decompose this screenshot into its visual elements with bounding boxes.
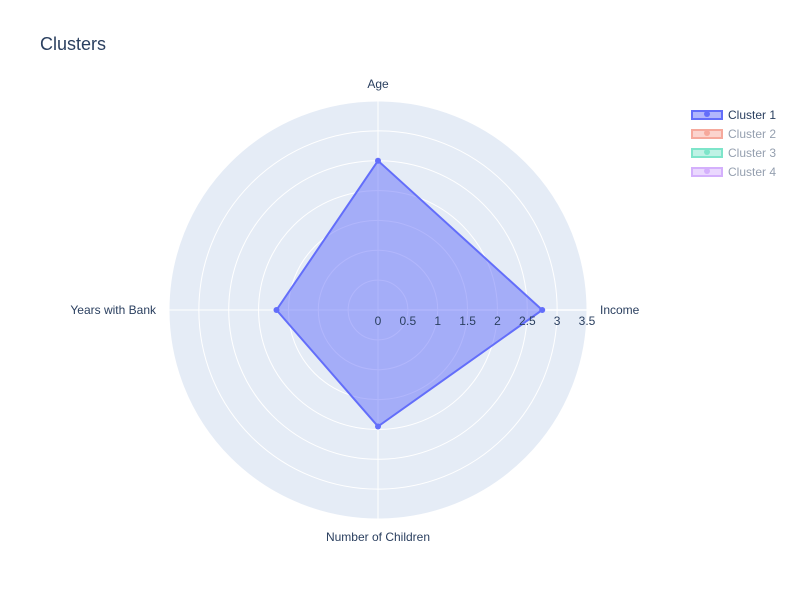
data-point[interactable]: [539, 307, 546, 313]
angular-axis-label: Years with Bank: [70, 303, 157, 317]
legend-item[interactable]: Cluster 4: [691, 165, 776, 179]
radial-tick-label: 3: [554, 314, 561, 328]
radial-tick-label: 0.5: [400, 314, 417, 328]
radial-tick-label: 1: [434, 314, 441, 328]
legend-item[interactable]: Cluster 3: [691, 146, 776, 160]
legend-label: Cluster 1: [728, 108, 776, 122]
legend-marker: [704, 149, 710, 155]
legend-item[interactable]: Cluster 2: [691, 127, 776, 141]
angular-axis-label: Age: [367, 77, 389, 91]
radial-tick-label: 1.5: [459, 314, 476, 328]
data-point[interactable]: [273, 307, 280, 313]
legend-item[interactable]: Cluster 1: [691, 108, 776, 122]
angular-axis-label: Income: [600, 303, 640, 317]
radial-tick-label: 2: [494, 314, 501, 328]
legend-marker: [704, 130, 710, 136]
radial-tick-label: 2.5: [519, 314, 536, 328]
chart-title: Clusters: [40, 34, 106, 54]
radial-tick-label: 3.5: [579, 314, 596, 328]
angular-axis-label: Number of Children: [326, 530, 430, 544]
legend-label: Cluster 2: [728, 127, 776, 141]
legend-marker: [704, 111, 710, 117]
radial-tick-label: 0: [375, 314, 382, 328]
data-point[interactable]: [375, 423, 381, 430]
legend-label: Cluster 4: [728, 165, 776, 179]
legend-marker: [704, 168, 710, 174]
data-point[interactable]: [375, 157, 381, 164]
legend: Cluster 1 Cluster 2 Cluster 3 Cluster 4: [691, 108, 776, 179]
legend-label: Cluster 3: [728, 146, 776, 160]
polar-area: 0 0.5 1 1.5 2 2.5 3 3.5 Age Income Number of Child…: [70, 77, 639, 544]
